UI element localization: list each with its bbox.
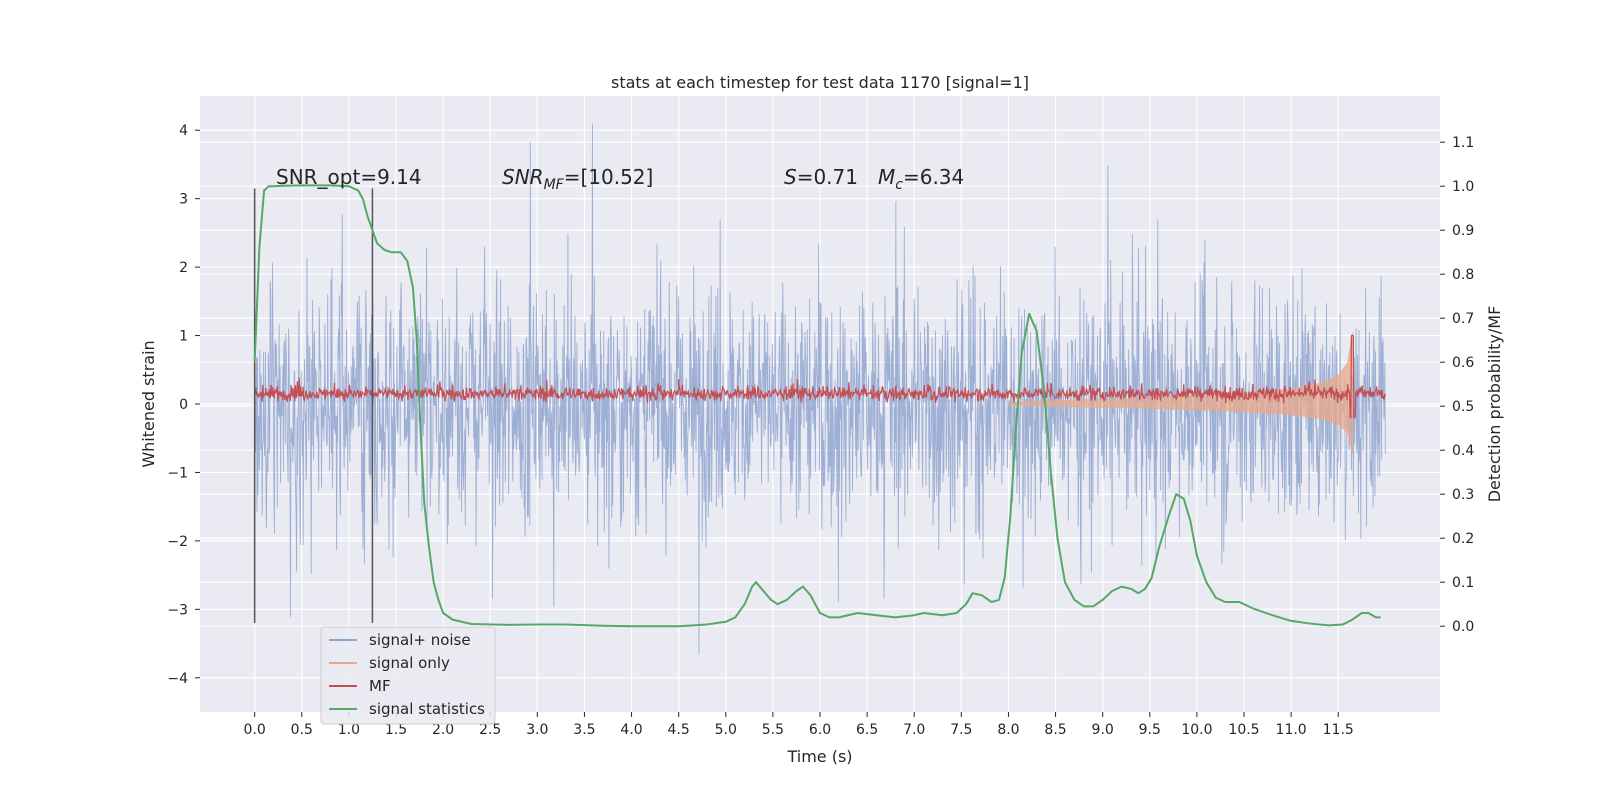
- x-tick-label: 8.0: [997, 722, 1019, 738]
- annotation-snr-mf-sub: MF: [544, 177, 565, 193]
- x-tick-label: 2.5: [479, 722, 501, 738]
- legend-label-signal-only: signal only: [369, 654, 450, 672]
- x-tick-label: 3.0: [526, 722, 548, 738]
- right-y-tick-label: 0.7: [1452, 311, 1474, 327]
- x-tick-label: 4.0: [620, 722, 642, 738]
- vertical-markers: [253, 188, 374, 624]
- mf-line: [254, 334, 1386, 419]
- annotation-snr-mf-value: =[10.52]: [564, 165, 654, 189]
- left-y-tick-label: 2: [179, 260, 188, 276]
- legend-label-mf: MF: [369, 677, 391, 695]
- right-y-tick-label: 0.1: [1452, 575, 1474, 591]
- x-tick-label: 10.5: [1228, 722, 1259, 738]
- grid: [200, 96, 1440, 712]
- right-y-tick-label: 0.3: [1452, 487, 1474, 503]
- right-y-tick-label: 0.6: [1452, 355, 1474, 371]
- annotation-mc-sub: c: [895, 177, 903, 193]
- x-tick-label: 1.0: [338, 722, 360, 738]
- mf-series: [254, 334, 1386, 419]
- x-tick-label: 5.5: [762, 722, 784, 738]
- left-y-axis-label: Whitened strain: [139, 340, 158, 467]
- x-tick-label: 4.5: [668, 722, 690, 738]
- left-y-tick-label: −2: [167, 534, 188, 550]
- right-y-tick-label: 0.8: [1452, 267, 1474, 283]
- annotation-mc-value: =6.34: [903, 165, 964, 189]
- right-y-tick-label: 0.9: [1452, 223, 1474, 239]
- x-tick-label: 8.5: [1044, 722, 1066, 738]
- x-tick-label: 10.0: [1181, 722, 1212, 738]
- x-tick-labels: 0.0 0.5 1.0 1.5 2.0 2.5 3.0 3.5 4.0 4.5 5.0 5.5 6.0 6…: [244, 712, 1354, 738]
- x-tick-label: 2.0: [432, 722, 454, 738]
- left-y-tick-label: 1: [179, 329, 188, 345]
- left-y-tick-label: 3: [179, 192, 188, 208]
- annotation-snr-mf: SNRMF=[10.52]: [502, 165, 653, 193]
- right-y-tick-label: 0.4: [1452, 443, 1474, 459]
- x-tick-label: 1.5: [385, 722, 407, 738]
- right-y-tick-label: 1.1: [1452, 135, 1474, 151]
- x-tick-label: 11.5: [1323, 722, 1354, 738]
- x-tick-label: 6.5: [856, 722, 878, 738]
- x-tick-label: 3.5: [573, 722, 595, 738]
- annotation-snr-opt: SNR_opt=9.14: [276, 165, 422, 189]
- right-y-tick-labels: 1.1 1.0 0.9 0.8 0.7 0.6 0.5 0.4 0.3 0.2 0.1 0.0: [1440, 135, 1474, 635]
- legend: signal+ noise signal only MF signal stat…: [320, 626, 496, 725]
- right-y-tick-label: 0.5: [1452, 399, 1474, 415]
- x-tick-label: 0.0: [244, 722, 266, 738]
- signal-statistics-line: [253, 184, 1381, 628]
- annotation-mc-main: M: [878, 165, 895, 189]
- annotation-s: S=0.71: [784, 165, 858, 189]
- left-y-tick-labels: 4 3 2 1 0 −1 −2 −3 −4: [167, 123, 200, 687]
- annotation-s-value: =0.71: [797, 165, 858, 189]
- left-y-tick-label: −4: [167, 671, 188, 687]
- legend-label-signal-statistics: signal statistics: [369, 700, 485, 718]
- left-y-tick-label: −1: [167, 465, 188, 481]
- legend-box: [320, 626, 496, 725]
- x-tick-label: 7.5: [950, 722, 972, 738]
- right-y-tick-label: 1.0: [1452, 179, 1474, 195]
- x-tick-label: 0.5: [291, 722, 313, 738]
- x-tick-label: 11.0: [1276, 722, 1307, 738]
- annotation-s-main: S: [784, 165, 797, 189]
- x-tick-label: 5.0: [715, 722, 737, 738]
- x-tick-label: 9.0: [1092, 722, 1114, 738]
- right-y-tick-label: 0.0: [1452, 619, 1474, 635]
- signal-noise-line: [254, 123, 1386, 655]
- x-axis-label: Time (s): [786, 747, 852, 766]
- right-y-tick-label: 0.2: [1452, 531, 1474, 547]
- left-y-tick-label: 4: [179, 123, 188, 139]
- signal-statistics-series: [253, 184, 1381, 628]
- left-y-tick-label: 0: [179, 397, 188, 413]
- x-tick-label: 9.5: [1139, 722, 1161, 738]
- signal-noise-series: [254, 123, 1386, 655]
- chart-title: stats at each timestep for test data 117…: [611, 73, 1029, 92]
- left-y-tick-label: −3: [167, 602, 188, 618]
- legend-label-signal-noise: signal+ noise: [369, 631, 471, 649]
- right-y-axis-label: Detection probability/MF: [1485, 306, 1504, 503]
- annotation-mc: Mc=6.34: [878, 165, 964, 193]
- annotation-snr-mf-main: SNR: [502, 165, 544, 189]
- x-tick-label: 6.0: [809, 722, 831, 738]
- x-tick-label: 7.0: [903, 722, 925, 738]
